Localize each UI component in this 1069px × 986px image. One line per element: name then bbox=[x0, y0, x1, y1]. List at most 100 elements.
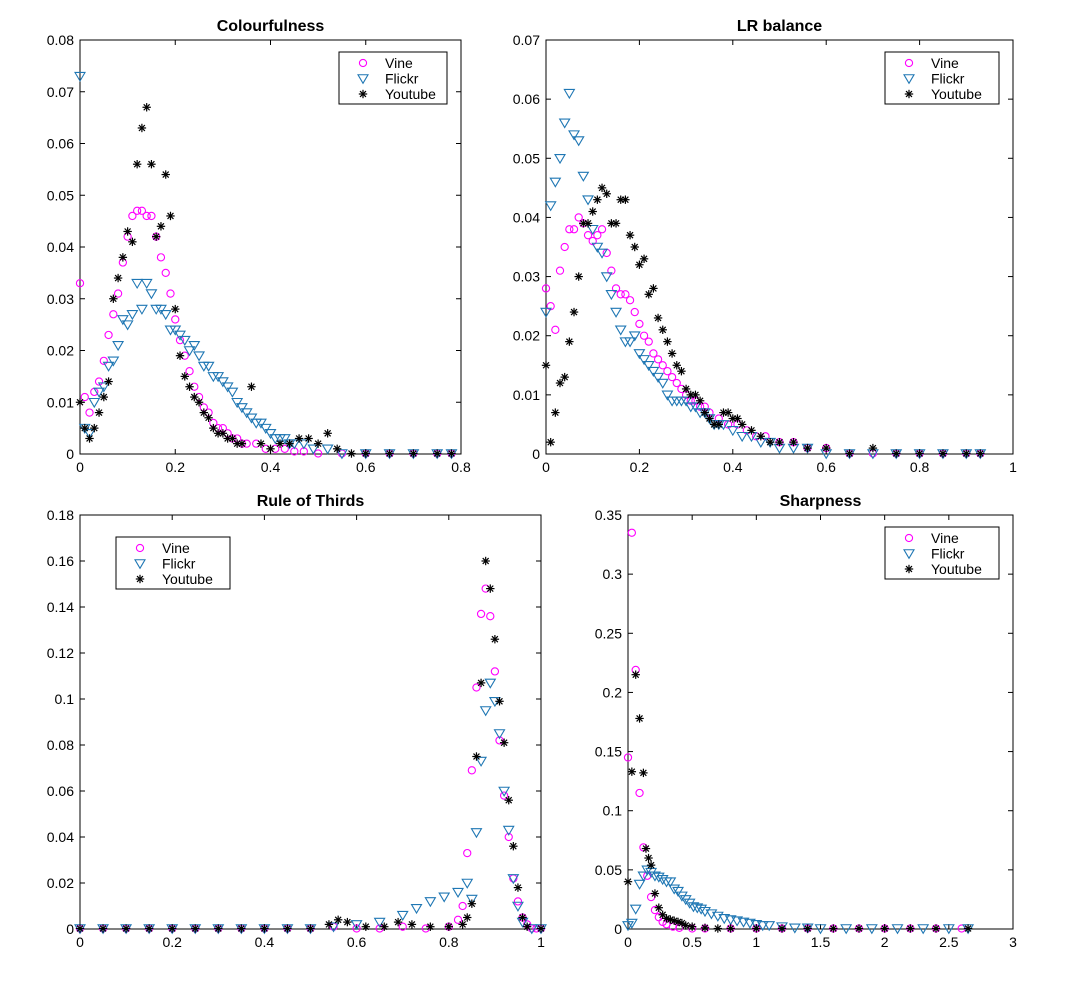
data-point bbox=[183, 346, 196, 357]
data-point bbox=[452, 887, 464, 899]
data-point bbox=[583, 231, 593, 240]
legend-marker bbox=[358, 58, 368, 68]
data-point bbox=[664, 877, 677, 888]
data-point bbox=[574, 272, 583, 281]
data-point bbox=[275, 439, 285, 448]
data-point bbox=[653, 355, 663, 364]
data-point bbox=[803, 924, 812, 933]
data-point bbox=[845, 449, 854, 458]
data-point bbox=[582, 195, 594, 206]
data-point bbox=[467, 899, 477, 908]
data-point bbox=[737, 420, 747, 429]
legend-box bbox=[884, 526, 1000, 580]
data-point bbox=[237, 924, 246, 933]
x-tick-label: 0.6 bbox=[347, 934, 367, 950]
axes-box bbox=[79, 39, 462, 455]
data-point bbox=[447, 449, 456, 458]
data-point bbox=[630, 307, 639, 317]
data-point bbox=[649, 284, 658, 293]
data-point bbox=[373, 917, 386, 928]
data-point bbox=[544, 201, 557, 212]
data-point bbox=[104, 330, 113, 340]
data-point bbox=[94, 408, 104, 417]
data-point bbox=[285, 439, 294, 448]
legend-label: Flickr bbox=[162, 556, 196, 572]
data-point bbox=[942, 924, 955, 935]
legend-marker bbox=[135, 574, 145, 584]
data-point bbox=[752, 924, 761, 933]
legend-marker bbox=[357, 74, 369, 85]
data-point bbox=[112, 341, 125, 352]
data-point bbox=[396, 910, 409, 922]
y-tick-label: 0.03 bbox=[513, 269, 540, 285]
data-point bbox=[121, 320, 134, 331]
data-point bbox=[931, 924, 941, 933]
data-point bbox=[788, 923, 801, 934]
data-point bbox=[623, 877, 633, 886]
data-point bbox=[840, 924, 853, 935]
legend-label: Vine bbox=[931, 55, 959, 71]
data-point bbox=[504, 832, 513, 842]
y-tick-label: 0 bbox=[532, 446, 540, 462]
y-tick-label: 0.2 bbox=[603, 684, 623, 700]
data-point bbox=[178, 335, 191, 346]
data-point bbox=[472, 752, 481, 761]
x-tick-label: 2.5 bbox=[939, 934, 959, 950]
data-point bbox=[307, 444, 320, 455]
legend-label: Flickr bbox=[931, 71, 965, 87]
data-point bbox=[166, 289, 175, 298]
data-point bbox=[147, 160, 156, 169]
data-point bbox=[616, 290, 625, 299]
data-point bbox=[644, 853, 653, 863]
data-point bbox=[593, 231, 602, 240]
data-point bbox=[658, 361, 667, 370]
x-tick-label: 1 bbox=[537, 934, 545, 950]
legend-label: Vine bbox=[931, 530, 959, 546]
data-point bbox=[938, 449, 948, 458]
data-point bbox=[188, 341, 201, 352]
data-point bbox=[385, 449, 394, 458]
data-point bbox=[646, 860, 656, 870]
data-point bbox=[658, 325, 667, 334]
data-point bbox=[679, 895, 692, 906]
data-point bbox=[511, 901, 524, 912]
data-point bbox=[551, 408, 560, 417]
series-youtube bbox=[541, 183, 985, 458]
data-point bbox=[453, 915, 463, 924]
data-point bbox=[132, 160, 142, 169]
data-point bbox=[591, 242, 604, 253]
y-tick-label: 0.06 bbox=[47, 783, 74, 799]
data-point bbox=[128, 237, 137, 247]
data-point bbox=[518, 913, 527, 922]
data-point bbox=[226, 387, 239, 398]
data-point bbox=[398, 922, 407, 931]
data-point bbox=[577, 171, 590, 182]
x-tick-label: 0.2 bbox=[166, 459, 186, 475]
data-point bbox=[283, 924, 292, 933]
data-point bbox=[104, 377, 113, 386]
data-point bbox=[490, 667, 500, 676]
data-point bbox=[656, 875, 669, 886]
data-point bbox=[718, 914, 731, 925]
data-point bbox=[814, 924, 827, 935]
data-point bbox=[174, 330, 186, 341]
series-youtube bbox=[75, 103, 456, 458]
data-point bbox=[641, 844, 651, 853]
series-youtube bbox=[75, 556, 546, 933]
data-point bbox=[380, 922, 389, 931]
data-point bbox=[347, 449, 356, 458]
data-point bbox=[147, 211, 156, 221]
data-point bbox=[976, 449, 985, 458]
x-tick-label: 0.6 bbox=[816, 459, 836, 475]
data-point bbox=[155, 304, 167, 315]
data-point bbox=[680, 396, 693, 407]
data-point bbox=[161, 170, 170, 179]
data-point bbox=[280, 444, 289, 453]
legend-box bbox=[884, 51, 1000, 105]
data-point bbox=[726, 426, 739, 437]
chart-colourfulness: Colourfulness 0 0.2 0.4 0.6 0.8 0 0.01 0.02 0.03 0… bbox=[47, 18, 471, 475]
data-point bbox=[432, 449, 442, 458]
data-point bbox=[880, 924, 889, 933]
